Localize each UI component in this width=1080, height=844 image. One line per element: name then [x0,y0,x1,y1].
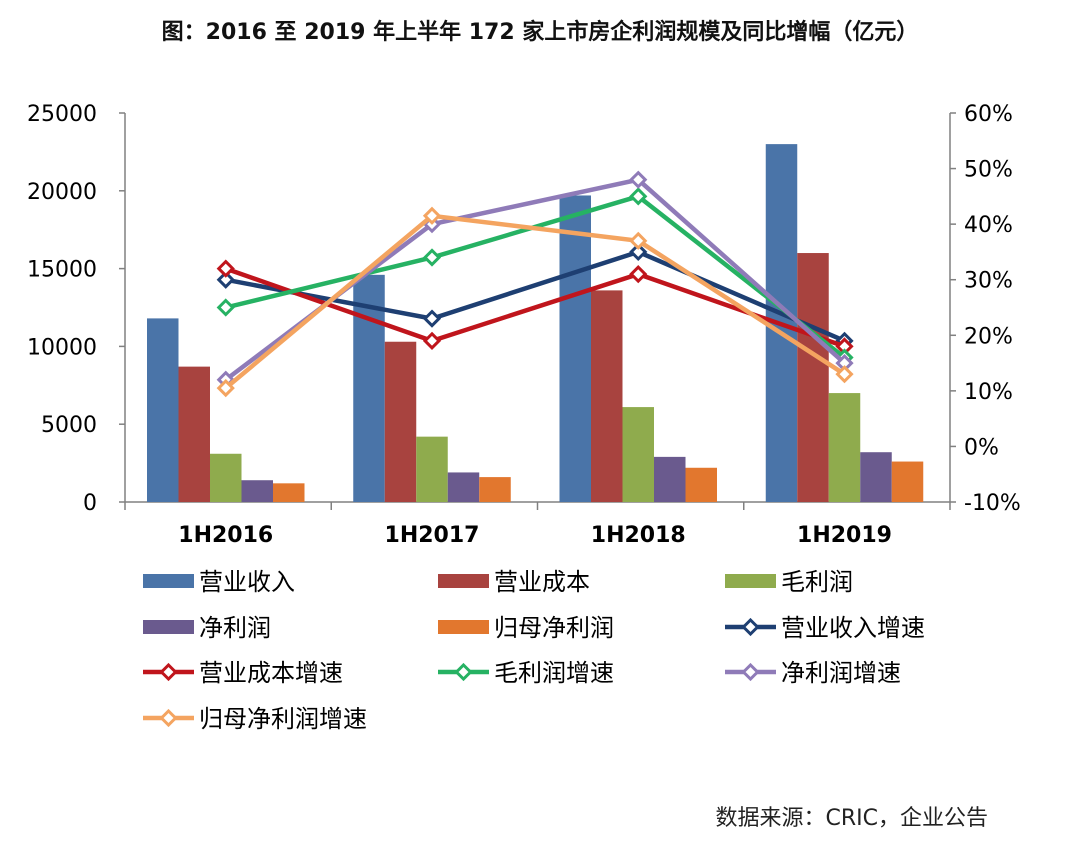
line-point [422,309,442,328]
series-line [225,249,846,343]
bar [210,453,242,502]
bar [273,483,305,502]
legend-label: 毛利润增速 [494,659,614,687]
right-tick-label: 30% [964,269,1013,294]
legend-swatch [143,574,194,588]
x-tick-label: 1H2019 [797,523,892,548]
legend-marker [159,662,178,682]
x-tick-label: 1H2017 [385,523,480,548]
series-line [224,213,846,390]
bar [860,452,892,502]
bar [353,274,385,502]
bar [828,393,861,502]
series-line [224,177,846,382]
left-tick-label: 15000 [27,258,97,283]
line-point [629,265,648,284]
legend-swatch [438,620,489,634]
line-point [629,231,648,250]
right-tick-label: 60% [964,102,1013,127]
line-point [629,187,648,206]
legend-label: 毛利润 [781,568,853,596]
legend-swatch [143,620,194,634]
right-tick-label: 40% [964,213,1013,238]
line-point [422,248,442,267]
bar [591,290,623,502]
bar [447,472,480,502]
legend-label: 营业收入 [199,568,295,596]
bar [384,341,417,502]
line-point [629,242,648,262]
x-tick-label: 1H2018 [591,523,686,548]
bar [685,467,717,502]
right-tick-label: 20% [964,324,1013,349]
bar [891,461,924,502]
bar [416,436,448,502]
line-point [216,259,235,278]
legend-label: 归母净利润增速 [199,705,367,733]
x-tick-label: 1H2016 [178,523,273,548]
bar [479,477,511,502]
line-point [422,206,442,225]
left-tick-label: 20000 [27,180,97,205]
left-tick-label: 25000 [27,102,97,127]
series-line [225,194,846,360]
line-point [216,378,235,398]
right-tick-label: -10% [964,491,1021,516]
legend-swatch [438,574,489,588]
bar [622,407,654,502]
line-point [629,170,648,189]
bar [797,253,829,502]
line-point [216,270,235,289]
line-point [422,331,442,350]
legend-marker [741,617,760,637]
legend-swatch [725,574,776,588]
legend-marker [454,662,473,682]
line-point [216,298,235,317]
legend-marker [741,662,760,682]
bar [559,195,591,502]
left-tick-label: 5000 [41,413,97,438]
chart-title: 图：2016 至 2019 年上半年 172 家上市房企利润规模及同比增幅（亿元… [161,20,919,45]
right-tick-label: 0% [964,435,999,460]
legend-label: 营业收入增速 [781,614,925,642]
right-tick-label: 10% [964,380,1013,405]
legend-label: 营业成本 [494,568,590,596]
legend-label: 净利润增速 [781,659,901,687]
source-note: 数据来源：CRIC，企业公告 [715,806,989,831]
legend-label: 营业成本增速 [199,659,343,687]
line-point [835,365,854,384]
legend-label: 归母净利润 [494,614,614,642]
bar [241,480,273,502]
chart: 0 5000 10000 15000 20000 25000 -10% 0% 10% 20% 30%… [27,102,1021,733]
bar [654,456,686,502]
left-tick-label: 10000 [27,335,97,360]
right-tick-label: 50% [964,158,1013,183]
left-tick-label: 0 [83,491,97,516]
bar [147,318,179,502]
legend-label: 净利润 [199,614,271,642]
bar [178,366,210,502]
legend-marker [159,708,178,728]
